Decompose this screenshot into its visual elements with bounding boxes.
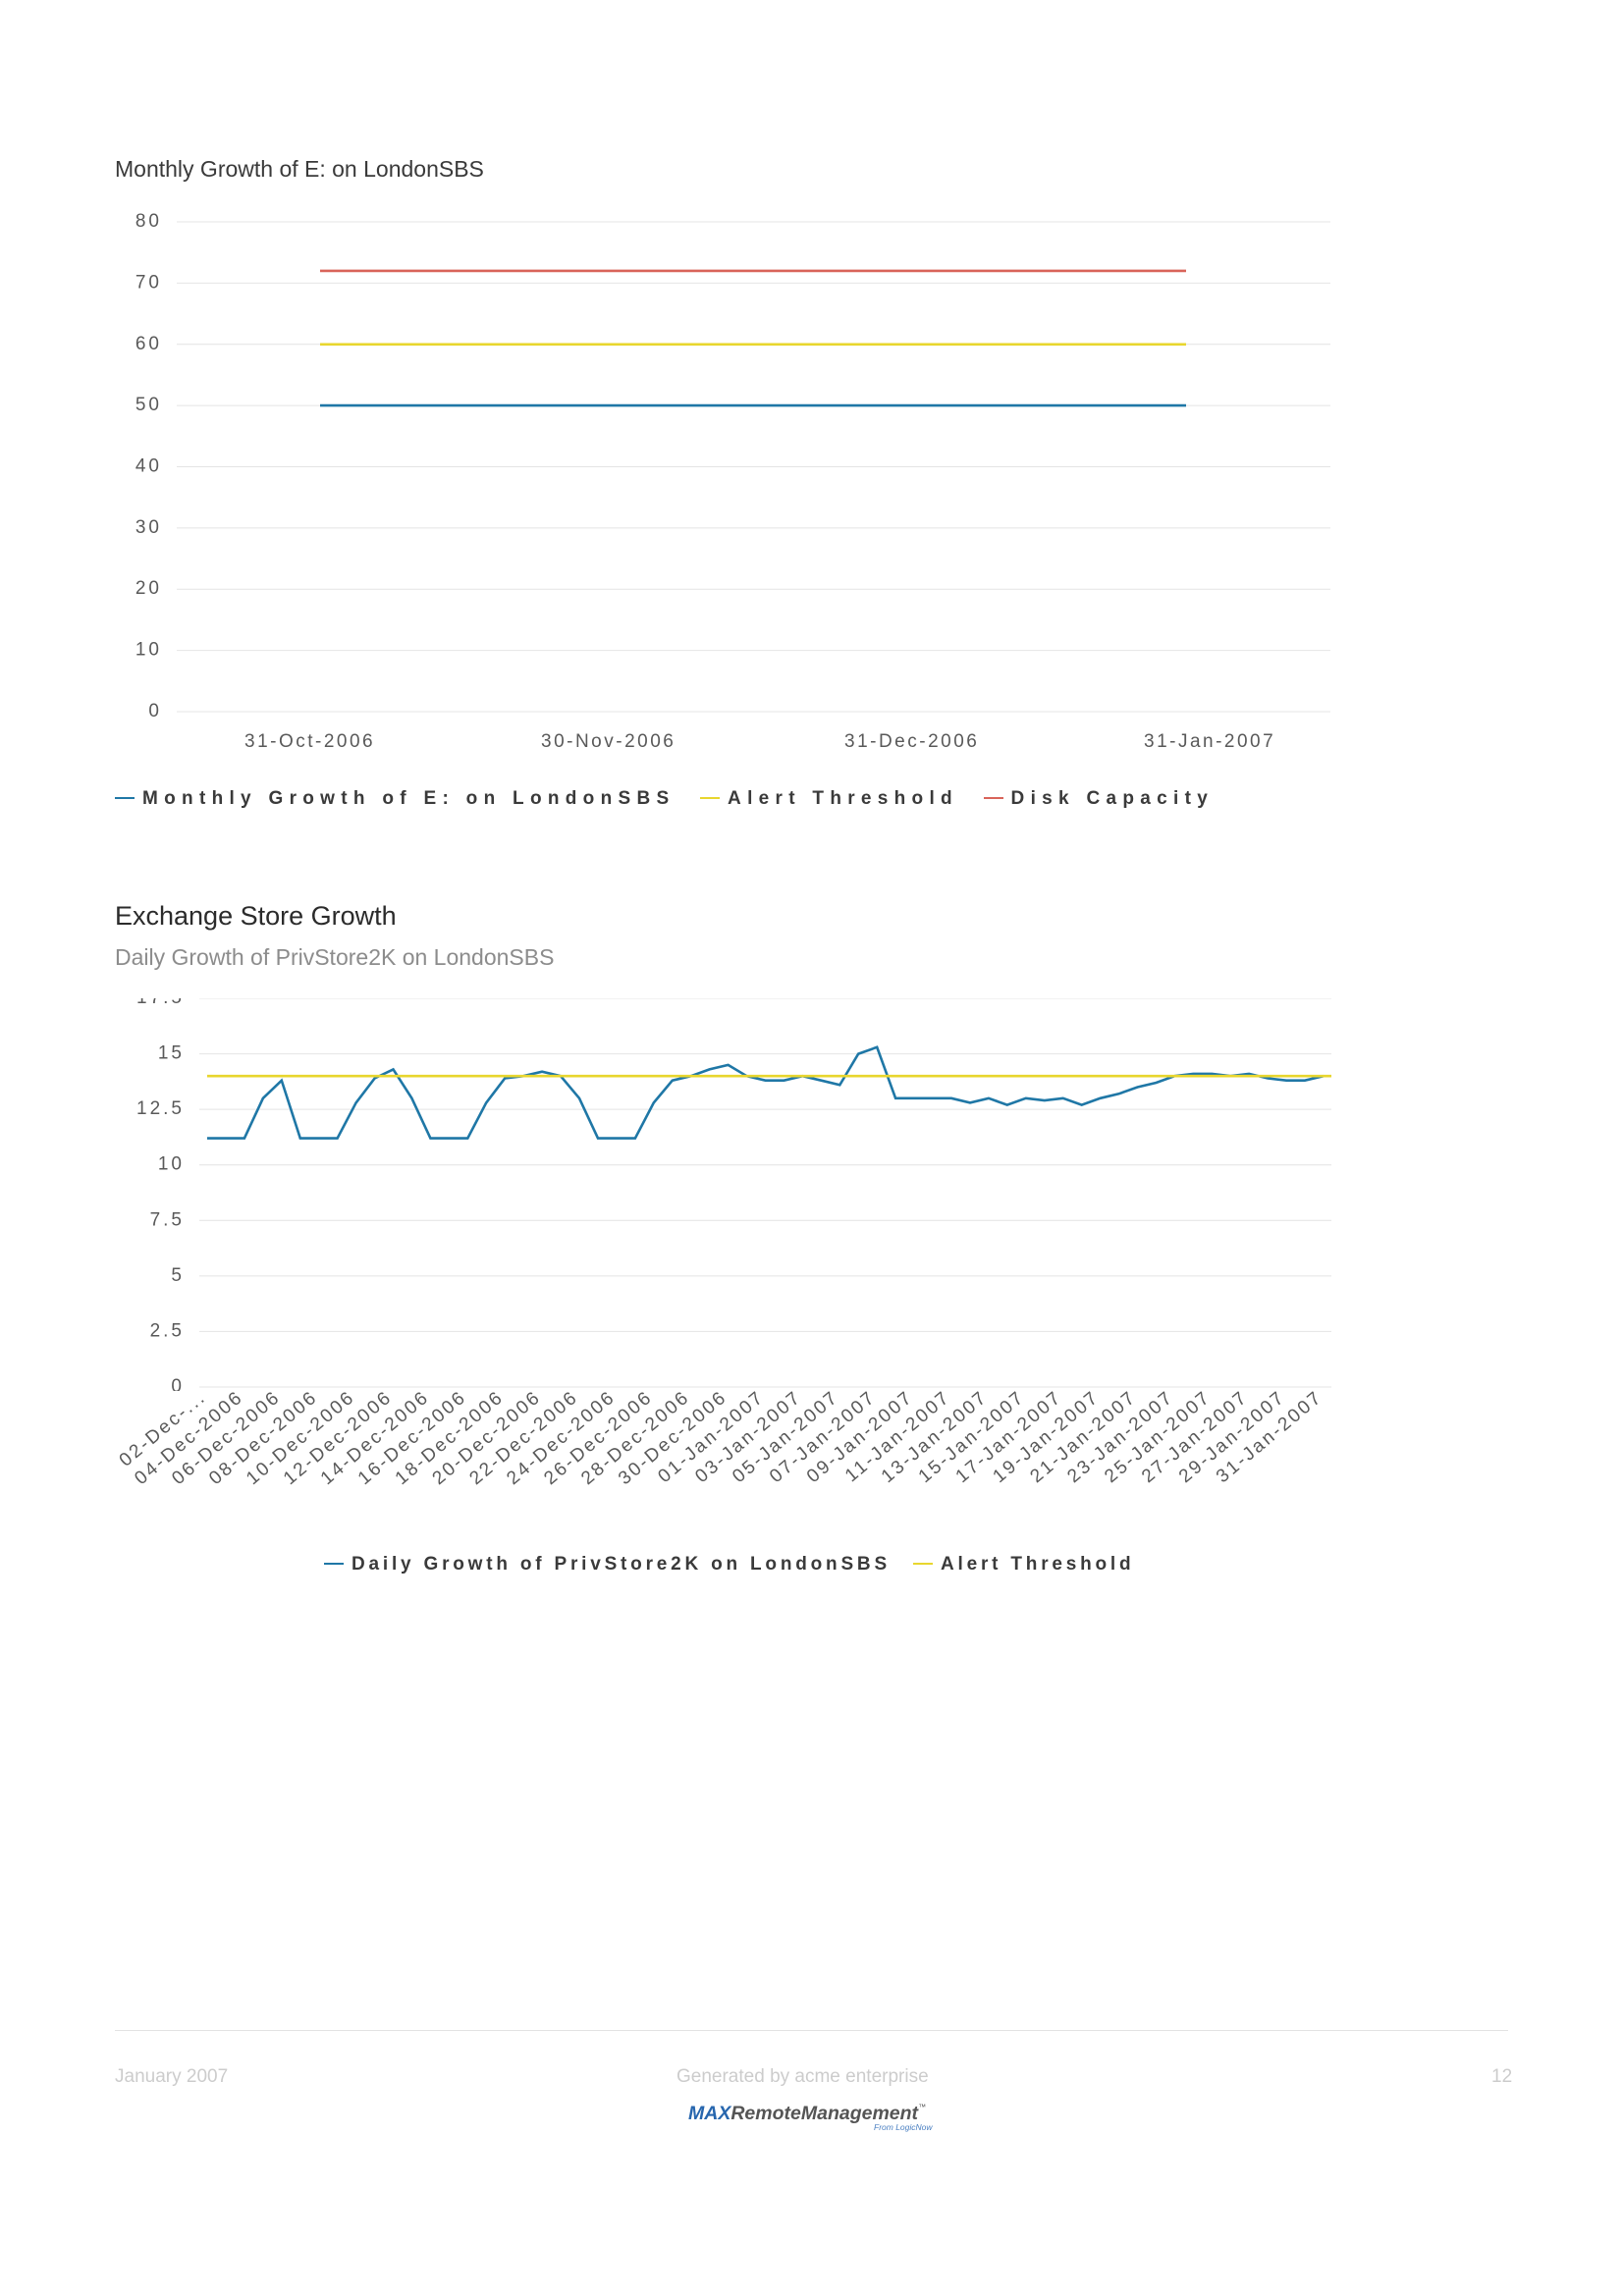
svg-text:2.5: 2.5 [150,1320,185,1341]
svg-text:80: 80 [135,211,162,232]
svg-text:0: 0 [148,701,162,721]
svg-text:10: 10 [158,1154,185,1175]
svg-text:7.5: 7.5 [150,1209,185,1230]
svg-text:30: 30 [135,517,162,538]
svg-text:60: 60 [135,334,162,354]
svg-text:17.5: 17.5 [136,998,185,1008]
svg-text:5: 5 [171,1265,185,1286]
svg-text:31-Dec-2006: 31-Dec-2006 [844,731,979,752]
svg-text:31-Oct-2006: 31-Oct-2006 [244,731,375,752]
svg-text:20: 20 [135,578,162,599]
svg-text:12.5: 12.5 [136,1098,185,1119]
svg-text:30-Nov-2006: 30-Nov-2006 [541,731,676,752]
svg-text:10: 10 [135,640,162,661]
svg-text:15: 15 [158,1043,185,1064]
svg-text:40: 40 [135,456,162,477]
svg-text:31-Jan-2007: 31-Jan-2007 [1144,731,1275,752]
svg-text:50: 50 [135,395,162,415]
svg-text:70: 70 [135,272,162,293]
